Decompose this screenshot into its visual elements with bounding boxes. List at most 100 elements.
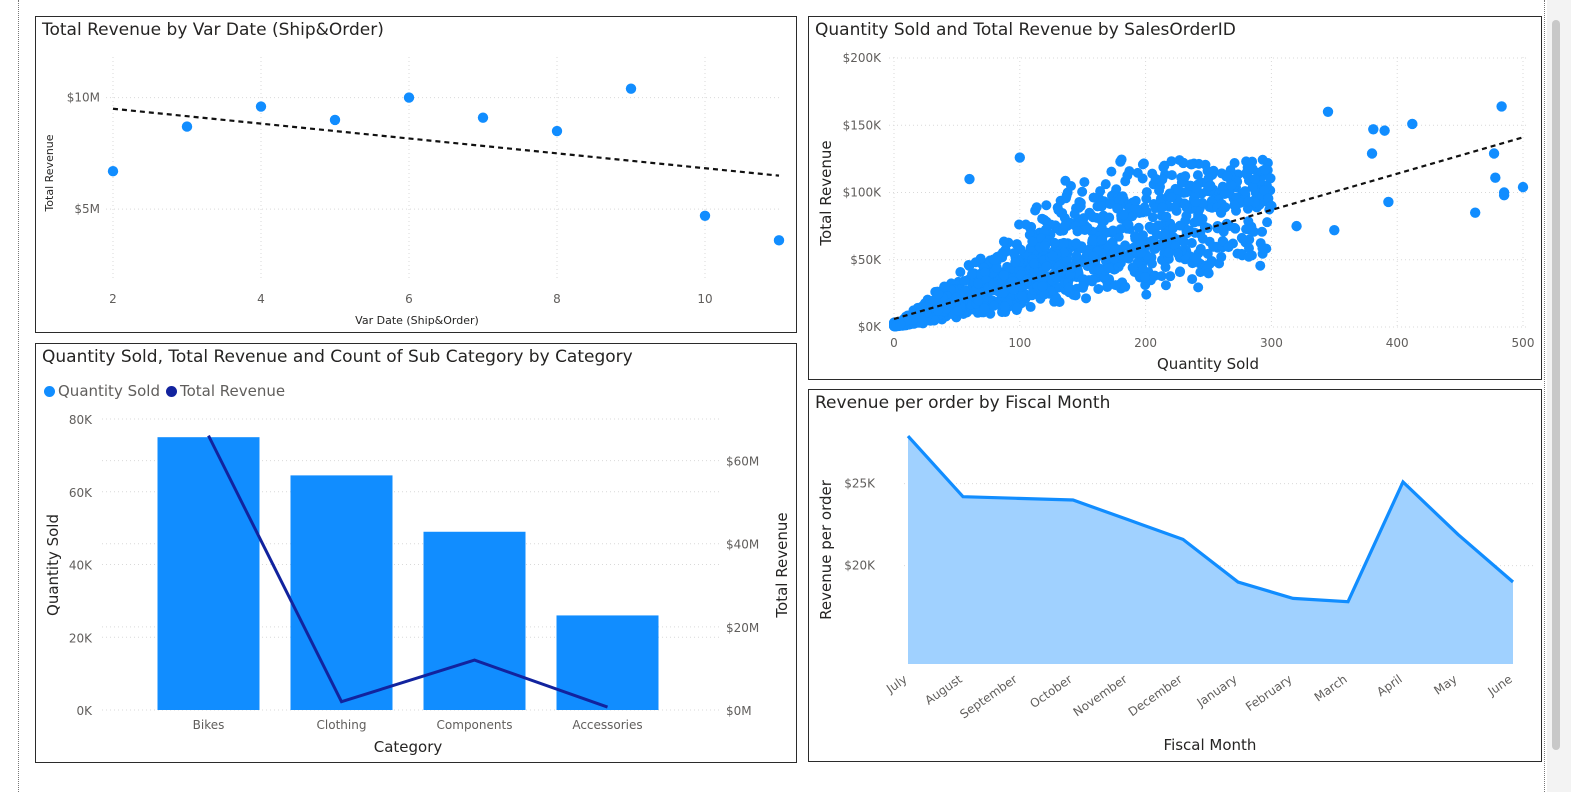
scatter-point	[625, 83, 637, 94]
scatter-point	[1088, 251, 1099, 262]
x-tick-label: June	[1484, 672, 1514, 699]
scatter-point	[1229, 158, 1240, 169]
scatter-point	[1291, 220, 1302, 232]
scatter-point	[329, 114, 341, 126]
x-tick-label: 200	[1134, 336, 1157, 350]
y2-tick-label: $60M	[726, 455, 759, 469]
scatter-point	[1103, 263, 1114, 274]
scatter-point	[1249, 174, 1260, 185]
scatter-point	[989, 254, 1000, 265]
scatter-point	[107, 165, 119, 177]
scatter-point	[1172, 248, 1183, 259]
y-tick-label: $200K	[843, 51, 883, 65]
scatter-point	[1179, 237, 1190, 248]
legend-item-quantity-sold[interactable]: Quantity Sold	[44, 382, 160, 400]
scatter-point	[1266, 200, 1277, 212]
x-tick-label: 100	[1008, 336, 1031, 350]
scatter-point	[1159, 229, 1170, 240]
x-tick-label: August	[922, 672, 965, 708]
scatter-point	[1166, 156, 1177, 167]
scatter-point	[998, 270, 1009, 281]
scatter-point	[1257, 243, 1268, 254]
scatter-point	[1208, 241, 1219, 252]
legend-item-total-revenue[interactable]: Total Revenue	[165, 382, 285, 400]
combo-chart-by-category[interactable]: Quantity Sold, Total Revenue and Count o…	[35, 343, 797, 763]
scatter-point	[933, 305, 944, 316]
scatter-point	[1118, 209, 1129, 220]
x-tick-label: 400	[1386, 336, 1409, 350]
scatter-point	[1146, 258, 1157, 269]
scatter-point	[1229, 222, 1240, 233]
scatter-point	[773, 235, 785, 246]
scatter-point	[1077, 281, 1088, 292]
scatter-point	[1109, 245, 1120, 256]
scatter-point	[1160, 262, 1171, 273]
scatter-point	[1117, 191, 1128, 202]
x-tick-label: Clothing	[317, 718, 367, 732]
y2-tick-label: $40M	[726, 538, 759, 552]
bar	[157, 437, 260, 710]
scatter-point	[1136, 247, 1147, 258]
scatter-point	[1195, 243, 1206, 254]
scrollbar-thumb[interactable]	[1552, 20, 1560, 750]
scatter-point	[1243, 164, 1254, 175]
legend: Quantity Sold Total Revenue	[44, 382, 291, 400]
scatter-point	[1059, 220, 1070, 231]
scatter-point	[998, 236, 1009, 247]
scatter-point	[1039, 289, 1050, 300]
scatter-point	[1174, 220, 1185, 231]
scatter-point	[1191, 183, 1202, 194]
scatter-point	[1157, 202, 1168, 213]
trendline	[112, 107, 780, 177]
scatter-point	[1215, 207, 1227, 218]
scatter-point	[1010, 257, 1021, 268]
scatter-point	[1111, 184, 1122, 195]
x-tick-label: 2	[109, 292, 117, 306]
x-tick-label: Accessories	[572, 718, 642, 732]
x-tick-label: October	[1027, 672, 1074, 711]
scatter-point	[955, 267, 966, 278]
x-axis-title: Fiscal Month	[1164, 736, 1257, 754]
scatter-revenue-by-var-date[interactable]: Total Revenue by Var Date (Ship&Order) 2…	[35, 16, 797, 333]
scatter-point	[1154, 185, 1165, 196]
y-axis-title: Quantity Sold	[44, 514, 62, 616]
scatter-quantity-revenue-by-order[interactable]: Quantity Sold and Total Revenue by Sales…	[808, 16, 1542, 380]
scatter-point	[1186, 238, 1197, 249]
x-tick-label: May	[1431, 672, 1459, 698]
scatter-point	[1158, 162, 1169, 173]
scatter-point	[1147, 212, 1158, 223]
scatter-point	[1236, 232, 1247, 243]
scatter-point	[1141, 187, 1152, 198]
scatter-point	[1127, 211, 1138, 222]
scatter-point	[1079, 177, 1090, 188]
scatter-point	[1130, 195, 1141, 206]
x-tick-label: 6	[405, 292, 413, 306]
x-tick-label: January	[1194, 672, 1240, 710]
scatter-point	[1124, 166, 1135, 177]
y2-tick-label: $0M	[726, 704, 752, 718]
x-tick-label: September	[957, 672, 1019, 722]
scatter-point	[1127, 262, 1138, 273]
y-tick-label: 40K	[69, 559, 93, 573]
scatter-point	[1137, 159, 1148, 170]
scatter-point	[255, 101, 267, 112]
scatter-point	[991, 262, 1002, 273]
scatter-point	[1366, 148, 1378, 159]
area-revenue-per-order-by-month[interactable]: Revenue per order by Fiscal Month $20K $2…	[808, 389, 1542, 762]
scatter-point	[1112, 203, 1123, 214]
chart-svg: 2 4 6 8 10 $5M $10M Var Date (Ship&Order) Total …	[43, 57, 785, 327]
y-axis-title: Total Revenue	[43, 134, 56, 212]
scatter-point	[1071, 238, 1082, 249]
scatter-point	[1129, 231, 1140, 242]
scatter-point	[1029, 266, 1040, 277]
scatter-point	[1071, 250, 1082, 261]
scatter-point	[1007, 276, 1018, 287]
x-tick-label: Bikes	[193, 718, 225, 732]
y-tick-label: $20K	[844, 559, 876, 573]
scatter-point	[1031, 202, 1042, 213]
scatter-point	[939, 281, 950, 292]
scatter-point	[1029, 258, 1040, 269]
scatter-point	[1105, 199, 1116, 210]
scatter-point	[1053, 205, 1064, 216]
